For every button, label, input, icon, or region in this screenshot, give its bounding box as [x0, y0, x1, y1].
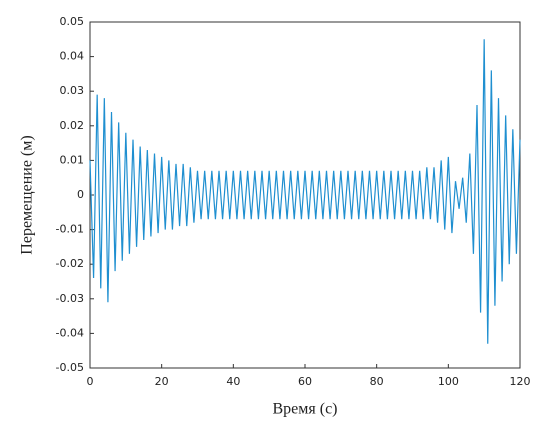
y-tick-label: -0.05 — [56, 361, 84, 374]
y-tick-label: -0.02 — [56, 257, 84, 270]
y-tick-label: 0.01 — [60, 153, 85, 166]
x-axis-label: Время (с) — [272, 401, 337, 418]
y-axis-label: Перемещение (м) — [19, 135, 36, 254]
x-tick-label: 60 — [298, 375, 312, 388]
y-tick-label: 0 — [77, 188, 84, 201]
x-tick-label: 0 — [87, 375, 94, 388]
plot-frame — [89, 21, 521, 369]
x-tick-label: 100 — [438, 375, 459, 388]
x-tick-label: 80 — [370, 375, 384, 388]
x-tick-label: 40 — [226, 375, 240, 388]
y-tick-label: -0.01 — [56, 223, 84, 236]
y-tick-label: 0.04 — [60, 50, 85, 63]
y-tick-label: -0.03 — [56, 292, 84, 305]
y-tick-label: 0.05 — [60, 15, 85, 28]
x-tick-label: 120 — [510, 375, 531, 388]
y-tick-label: 0.03 — [60, 84, 85, 97]
y-tick-label: -0.04 — [56, 326, 84, 339]
y-tick-label: 0.02 — [60, 119, 85, 132]
signal-line — [89, 39, 521, 344]
x-tick-label: 20 — [155, 375, 169, 388]
